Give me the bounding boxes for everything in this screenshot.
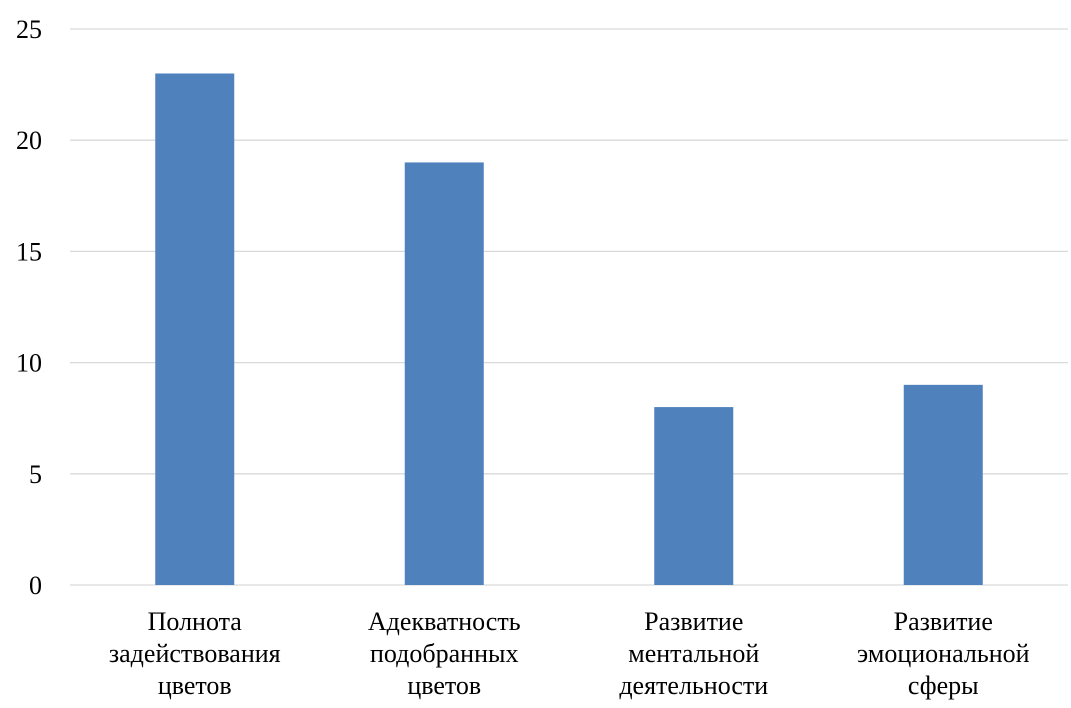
x-category-label: Развитие ментальной деятельности (619, 607, 768, 700)
y-tick-label: 20 (16, 126, 42, 155)
category-label-line: ментальной (628, 639, 759, 668)
category-label-line: подобранных (370, 639, 518, 668)
category-label-line: Адекватность (368, 607, 521, 636)
category-label-line: цветов (158, 671, 232, 700)
category-label-line: задействования (109, 639, 281, 668)
category-label-line: Развитие (644, 607, 743, 636)
x-category-label: Адекватность подобранных цветов (368, 607, 521, 700)
y-tick-label: 25 (16, 15, 42, 44)
category-label-line: цветов (407, 671, 481, 700)
y-tick-label: 10 (16, 349, 42, 378)
gridlines (70, 28, 1068, 586)
bar (155, 73, 235, 585)
y-tick-label: 0 (29, 571, 42, 600)
bars (155, 73, 983, 585)
category-label-line: эмоциональной (857, 639, 1030, 668)
category-label-line: Развитие (894, 607, 993, 636)
y-axis-tick-labels: 0 5 10 15 20 25 (16, 15, 42, 600)
category-label-line: Полнота (148, 607, 243, 636)
category-label-line: сферы (908, 671, 979, 700)
y-tick-label: 5 (29, 460, 42, 489)
x-category-label: Развитие эмоциональной сферы (857, 607, 1030, 700)
bar (404, 162, 484, 585)
bar (654, 407, 734, 585)
bar (903, 384, 983, 585)
category-label-line: деятельности (619, 671, 768, 700)
y-tick-label: 15 (16, 237, 42, 266)
x-category-label: Полнота задействования цветов (109, 607, 281, 700)
x-axis-category-labels: Полнота задействования цветов Адекватность п… (109, 607, 1030, 700)
